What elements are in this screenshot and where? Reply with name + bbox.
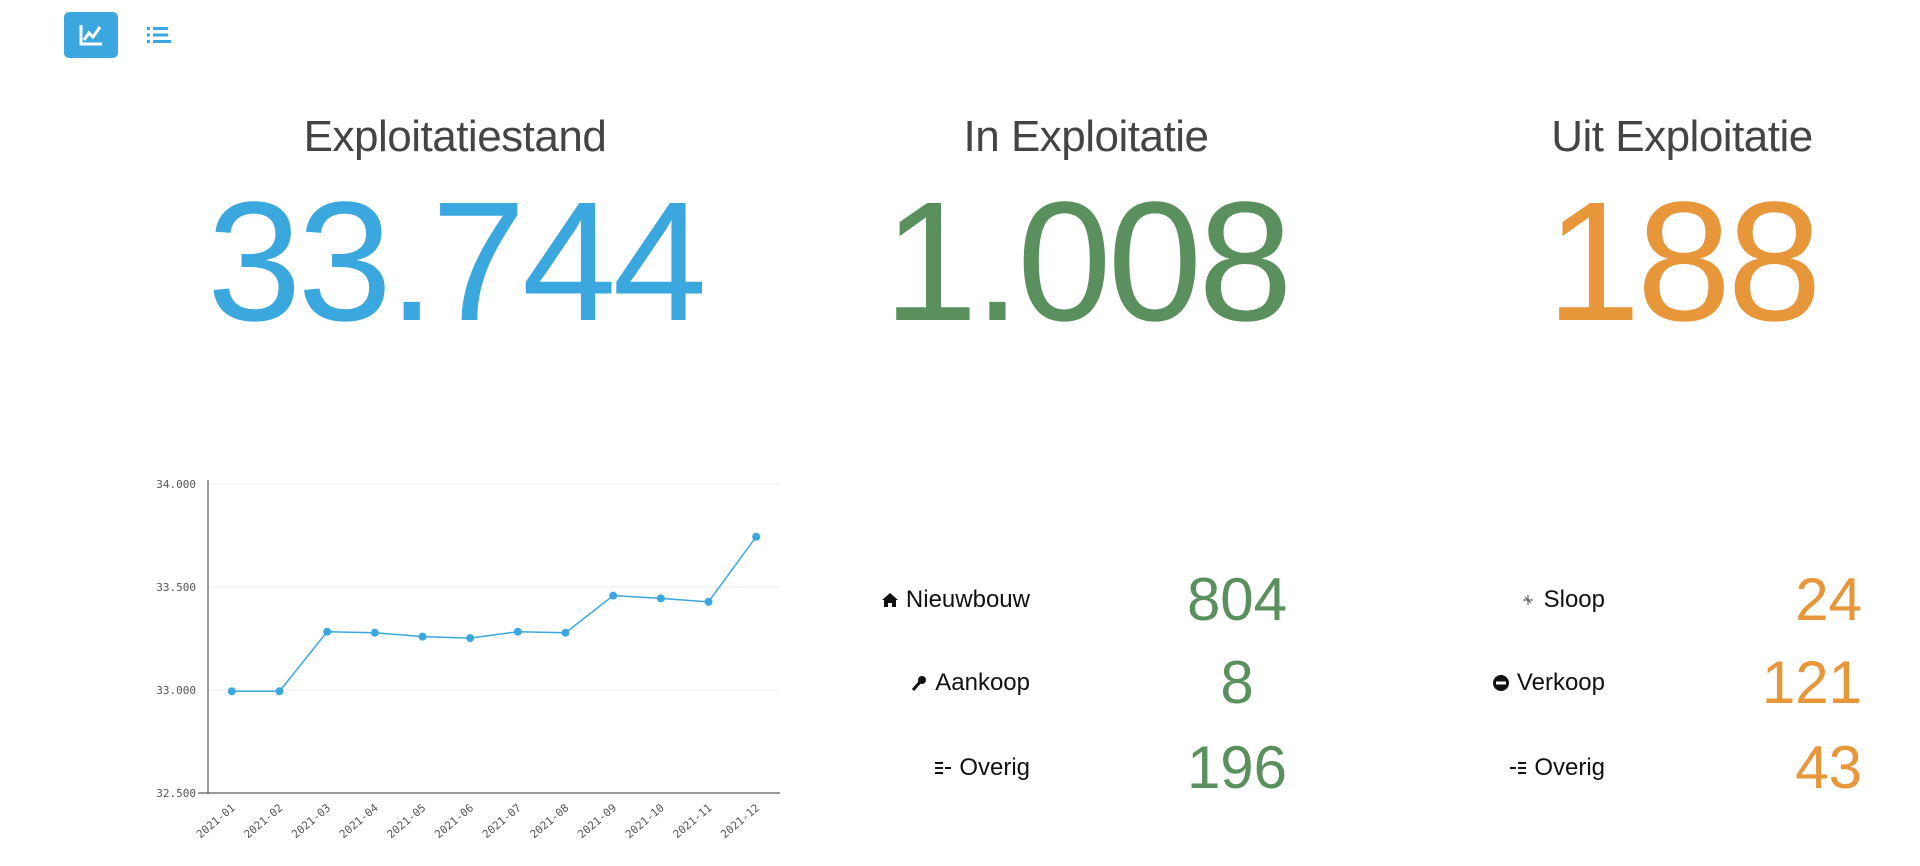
stat-label: Nieuwbouw <box>881 586 1030 614</box>
key-icon <box>912 676 927 691</box>
x-tick-label: 2021-08 <box>528 801 572 841</box>
stat-value: 196 <box>1186 734 1288 801</box>
data-point <box>323 627 332 636</box>
stat-label: Aankoop <box>911 669 1030 697</box>
stat-value: 43 <box>1795 734 1862 801</box>
kpi-uit-exploitatie: Uit Exploitatie 188 <box>1402 112 1920 352</box>
stat-label-text: Aankoop <box>935 669 1030 696</box>
x-tick-label: 2021-11 <box>671 801 715 841</box>
stat-value: 121 <box>1761 649 1862 716</box>
stat-label: Overig <box>1510 754 1605 782</box>
kpi-title: In Exploitatie <box>963 112 1209 161</box>
minus-circle-icon <box>1492 675 1509 691</box>
x-tick-label: 2021-01 <box>194 801 238 841</box>
stat-row-verkoop: Verkoop 121 <box>0 653 1920 713</box>
x-tick-label: 2021-04 <box>337 801 381 841</box>
data-point <box>656 594 665 603</box>
stat-label-text: Nieuwbouw <box>905 586 1030 613</box>
list-view-button[interactable] <box>132 12 186 58</box>
x-tick-label: 2021-05 <box>385 801 429 841</box>
data-point <box>561 628 570 637</box>
stat-row-overig: Overig 196 <box>0 738 1920 798</box>
stat-row-aankoop: Aankoop 8 <box>0 653 1920 713</box>
demolish-icon <box>1522 595 1533 605</box>
data-point <box>275 687 284 696</box>
x-tick-label: 2021-03 <box>289 801 333 841</box>
x-tick-label: 2021-02 <box>242 801 286 841</box>
stat-label: Overig <box>935 754 1030 782</box>
y-tick-label: 33.500 <box>156 581 196 594</box>
chart-view-button[interactable] <box>64 12 118 58</box>
x-tick-label: 2021-07 <box>480 801 524 841</box>
y-tick-label: 34.000 <box>156 478 196 491</box>
x-tick-label: 2021-12 <box>718 801 762 841</box>
list-in-icon <box>935 762 952 774</box>
list-out-icon <box>1510 762 1527 774</box>
stat-label-text: Sloop <box>1543 586 1605 613</box>
stat-row-overig: Overig 43 <box>0 738 1920 798</box>
stat-label-text: Verkoop <box>1516 669 1605 696</box>
x-tick-label: 2021-09 <box>575 801 619 841</box>
home-icon <box>881 593 898 607</box>
stat-value: 804 <box>1186 566 1288 633</box>
view-toolbar <box>64 12 186 58</box>
data-point <box>752 532 761 541</box>
data-point <box>418 632 427 641</box>
stat-value: 24 <box>1795 566 1862 633</box>
series-line <box>231 536 757 692</box>
data-point <box>227 687 236 696</box>
list-icon <box>147 27 171 43</box>
data-point <box>513 627 522 636</box>
kpi-title: Uit Exploitatie <box>1551 112 1813 161</box>
data-point <box>466 634 475 643</box>
stat-row-nieuwbouw: Nieuwbouw 804 <box>0 570 1920 630</box>
stat-value: 8 <box>1220 649 1254 716</box>
x-tick-label: 2021-10 <box>623 801 667 841</box>
kpi-value: 1.008 <box>883 167 1292 357</box>
line-chart-icon <box>79 25 102 46</box>
kpi-value: 188 <box>1546 167 1822 357</box>
kpi-exploitatiestand: Exploitatiestand 33.744 <box>175 112 735 352</box>
data-point <box>704 597 713 606</box>
stat-row-sloop: Sloop 24 <box>0 570 1920 630</box>
x-tick-label: 2021-06 <box>432 801 476 841</box>
kpi-in-exploitatie: In Exploitatie 1.008 <box>806 112 1366 352</box>
kpi-title: Exploitatiestand <box>303 112 607 161</box>
stat-label-text: Overig <box>959 754 1030 781</box>
stat-label: Verkoop <box>1492 669 1605 697</box>
kpi-value: 33.744 <box>207 167 707 357</box>
data-point <box>370 628 379 637</box>
stat-label: Sloop <box>1520 586 1605 614</box>
y-tick-label: 33.000 <box>156 684 196 697</box>
data-point <box>609 591 618 600</box>
y-tick-label: 32.500 <box>156 787 196 800</box>
stat-label-text: Overig <box>1534 754 1605 781</box>
